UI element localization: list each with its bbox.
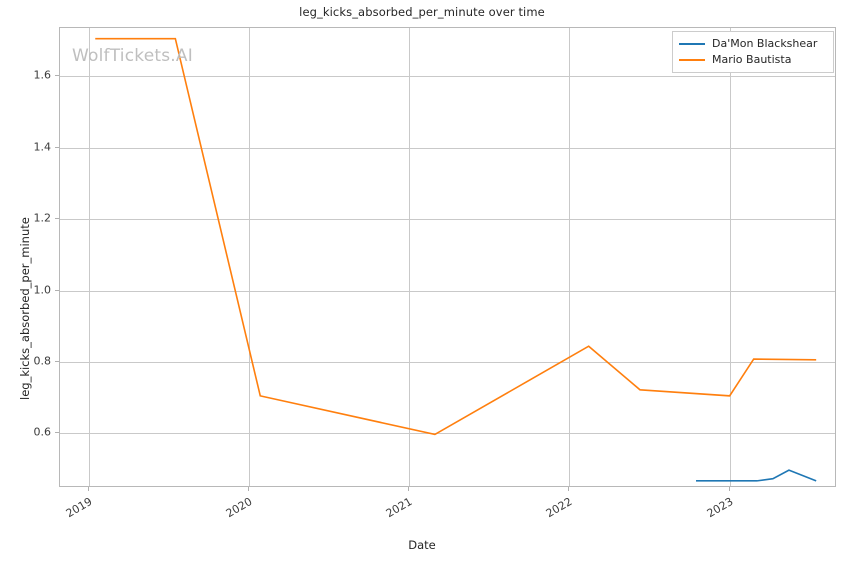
gridline-horizontal	[60, 76, 835, 77]
y-tick-mark	[55, 432, 59, 433]
y-tick-mark	[55, 75, 59, 76]
gridline-horizontal	[60, 362, 835, 363]
series-line	[696, 469, 817, 482]
gridline-vertical	[569, 28, 570, 486]
gridline-vertical	[89, 28, 90, 486]
x-tick-mark	[88, 487, 89, 491]
y-tick-label: 1.4	[33, 140, 52, 154]
x-tick-mark	[729, 487, 730, 491]
legend-label: Mario Bautista	[712, 53, 792, 66]
legend-color-swatch	[679, 59, 705, 61]
legend-label: Da'Mon Blackshear	[712, 37, 818, 50]
x-tick-label: 2019	[63, 495, 95, 521]
legend: Da'Mon Blackshear Mario Bautista	[672, 31, 834, 73]
y-axis-label: leg_kicks_absorbed_per_minute	[18, 217, 32, 400]
plot-area	[59, 27, 836, 487]
x-tick-mark	[248, 487, 249, 491]
legend-item[interactable]: Mario Bautista	[679, 52, 827, 68]
y-tick-label: 0.6	[33, 425, 52, 439]
watermark: WolfTickets.AI	[72, 46, 193, 66]
gridline-horizontal	[60, 291, 835, 292]
x-tick-label: 2022	[544, 495, 575, 521]
x-tick-label: 2021	[383, 495, 415, 521]
gridline-horizontal	[60, 148, 835, 149]
x-tick-mark	[568, 487, 569, 491]
gridline-vertical	[730, 28, 731, 486]
x-tick-label: 2023	[704, 495, 736, 521]
y-tick-mark	[55, 218, 59, 219]
gridline-vertical	[249, 28, 250, 486]
y-tick-label: 1.6	[33, 68, 52, 82]
chart-title: leg_kicks_absorbed_per_minute over time	[299, 5, 545, 19]
y-axis: 0.6 0.8 1.0 1.2 1.4 1.6	[0, 0, 52, 561]
x-tick-mark	[408, 487, 409, 491]
y-tick-mark	[55, 147, 59, 148]
series-layer	[95, 37, 817, 482]
legend-color-swatch	[679, 43, 705, 45]
legend-item[interactable]: Da'Mon Blackshear	[679, 36, 827, 52]
y-tick-mark	[55, 361, 59, 362]
gridline-horizontal	[60, 433, 835, 434]
y-tick-label: 0.8	[33, 354, 52, 368]
y-tick-mark	[55, 290, 59, 291]
series-line	[95, 37, 817, 436]
gridline-vertical	[409, 28, 410, 486]
y-tick-label: 1.2	[33, 211, 52, 225]
x-axis-label: Date	[408, 538, 436, 552]
x-tick-label: 2020	[223, 495, 255, 521]
gridline-horizontal	[60, 219, 835, 220]
y-tick-label: 1.0	[33, 283, 52, 296]
